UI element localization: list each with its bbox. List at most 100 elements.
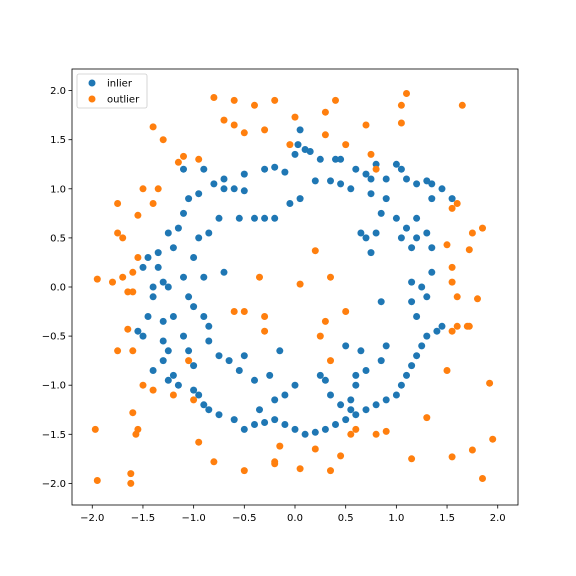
outlier-point (465, 246, 473, 254)
outlier-point (271, 460, 279, 468)
inlier-point (149, 293, 157, 301)
outlier-point (448, 204, 456, 212)
inlier-point (271, 214, 279, 222)
inlier-point (180, 273, 187, 281)
inlier-point (296, 126, 304, 134)
inlier-point (159, 337, 167, 345)
outlier-point (114, 347, 122, 355)
inlier-point (159, 317, 167, 325)
y-tick-label: −1.0 (42, 381, 66, 392)
inlier-point (220, 175, 228, 183)
inlier-point (357, 347, 365, 355)
outlier-point (382, 427, 390, 435)
inlier-point (397, 165, 405, 173)
outlier-point (468, 446, 476, 454)
legend-marker-inlier (88, 79, 96, 87)
outlier-point (124, 288, 132, 296)
inlier-point (134, 327, 142, 335)
outlier-point (129, 288, 137, 296)
inlier-point (327, 391, 334, 399)
inlier-point (225, 357, 233, 365)
outlier-point (453, 322, 461, 330)
inlier-point (311, 428, 319, 436)
inlier-point (271, 416, 279, 424)
inlier-point (174, 381, 182, 389)
inlier-point (438, 185, 446, 193)
outlier-point (195, 155, 203, 163)
y-tick-label: −0.5 (42, 332, 66, 343)
inlier-point (230, 416, 238, 424)
inlier-point (428, 195, 436, 203)
outlier-point (114, 200, 122, 207)
outlier-point (316, 332, 324, 340)
outlier-point (261, 327, 269, 335)
inlier-point (367, 175, 375, 183)
outlier-point (443, 367, 451, 374)
inlier-point (281, 391, 289, 399)
y-tick-label: 0.0 (50, 283, 66, 294)
inlier-point (418, 283, 426, 291)
inlier-point (428, 244, 436, 252)
inlier-point (169, 313, 177, 320)
inlier-point (149, 367, 157, 374)
outlier-point (129, 347, 137, 355)
outlier-point (159, 136, 167, 144)
outlier-point (296, 280, 304, 288)
outlier-point (448, 263, 456, 271)
inlier-point (382, 396, 390, 404)
inlier-point (403, 224, 410, 232)
inlier-point (382, 175, 390, 183)
inlier-point (408, 362, 416, 370)
points-layer (91, 90, 497, 487)
inlier-point (382, 342, 390, 350)
outlier-point (276, 442, 284, 450)
inlier-point (377, 209, 385, 217)
outlier-point (220, 116, 228, 124)
inlier-point (448, 195, 456, 203)
inlier-point (428, 268, 436, 276)
outlier-point (210, 458, 218, 466)
inlier-point (352, 165, 360, 173)
inlier-point (164, 376, 172, 384)
outlier-point (109, 278, 116, 286)
outlier-point (397, 101, 405, 109)
plot-area (72, 69, 518, 505)
inlier-point (205, 229, 213, 237)
inlier-point (215, 214, 223, 222)
outlier-point (169, 391, 177, 399)
outlier-point (139, 381, 147, 389)
inlier-point (210, 180, 218, 188)
outlier-point (342, 308, 350, 315)
outlier-point (119, 273, 127, 281)
inlier-point (271, 163, 279, 171)
inlier-point (382, 195, 390, 203)
inlier-point (281, 168, 289, 176)
inlier-point (144, 313, 152, 320)
inlier-point (154, 249, 162, 257)
outlier-point (468, 229, 476, 237)
inlier-point (180, 209, 187, 217)
inlier-point (169, 244, 177, 252)
outlier-point (347, 430, 355, 438)
y-tick-label: 1.5 (50, 135, 66, 146)
inlier-point (397, 381, 405, 389)
inlier-point (266, 371, 274, 379)
inlier-point (413, 214, 421, 222)
inlier-point (316, 371, 324, 379)
inlier-point (433, 327, 441, 335)
inlier-point (311, 177, 319, 185)
inlier-point (205, 337, 213, 345)
outlier-point (311, 247, 319, 255)
inlier-point (139, 263, 147, 271)
inlier-point (281, 421, 289, 428)
outlier-point (321, 108, 329, 116)
inlier-point (332, 421, 339, 428)
outlier-point (474, 295, 481, 303)
inlier-point (185, 195, 193, 203)
outlier-point (261, 313, 269, 320)
outlier-point (139, 185, 147, 193)
inlier-point (377, 298, 385, 306)
outlier-point (190, 396, 198, 404)
outlier-point (352, 425, 360, 433)
inlier-point (251, 214, 258, 222)
